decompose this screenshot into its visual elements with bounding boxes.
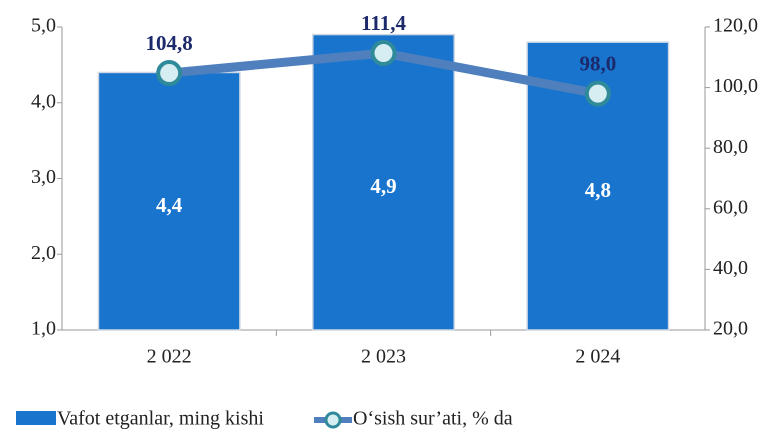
- y-tick-label: 1,0: [31, 318, 56, 340]
- line-value-label: 98,0: [579, 51, 616, 75]
- y2-tick-label: 100,0: [713, 75, 758, 97]
- bar: [97, 71, 241, 331]
- y-tick-label: 5,0: [31, 15, 56, 37]
- marker: [584, 80, 611, 107]
- y2-tick-label: 60,0: [713, 196, 748, 218]
- y2-tick-label: 80,0: [713, 136, 748, 158]
- bar-value-label: 4,4: [156, 193, 183, 217]
- y2-tick-label: 120,0: [713, 15, 758, 37]
- y2-tick-label: 40,0: [713, 257, 748, 279]
- line-value-label: 111,4: [361, 11, 406, 35]
- y-tick-label: 4,0: [31, 90, 56, 112]
- x-tick-label: 2 023: [361, 346, 406, 368]
- line-value-label: 104,8: [146, 31, 193, 55]
- x-tick-label: 2 024: [575, 346, 620, 368]
- y-tick-label: 2,0: [31, 242, 56, 264]
- legend-swatch-bar: [16, 411, 56, 425]
- marker: [370, 40, 397, 67]
- legend-swatch-marker: [324, 411, 342, 429]
- legend-label: O‘sish sur’ati, % da: [353, 408, 513, 430]
- bar-value-label: 4,8: [585, 178, 611, 202]
- bar-value-label: 4,9: [370, 174, 396, 198]
- legend-label: Vafot etganlar, ming kishi: [57, 408, 264, 430]
- x-tick-label: 2 022: [147, 346, 192, 368]
- y2-tick-label: 20,0: [713, 318, 748, 340]
- y-tick-label: 3,0: [31, 166, 56, 188]
- marker: [156, 60, 183, 87]
- bar: [312, 33, 455, 331]
